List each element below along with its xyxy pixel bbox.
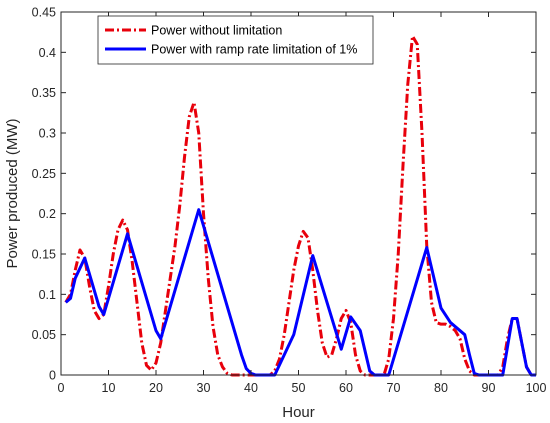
x-tick-label: 0: [58, 381, 65, 395]
y-tick-label: 0.15: [32, 248, 56, 262]
series-line-0: [64, 34, 536, 377]
legend-box: [97, 15, 374, 65]
x-tick-label: 100: [526, 381, 547, 395]
x-tick-label: 20: [149, 381, 163, 395]
x-tick-label: 70: [387, 381, 401, 395]
y-tick-label: 0.35: [32, 86, 56, 100]
legend: Power without limitation Power with ramp…: [97, 15, 374, 65]
y-tick-label: 0.4: [39, 46, 56, 60]
x-tick-label: 90: [482, 381, 496, 395]
y-tick-label: 0.1: [39, 288, 56, 302]
x-tick-label: 10: [102, 381, 116, 395]
x-tick-label: 80: [434, 381, 448, 395]
x-tick-label: 60: [339, 381, 353, 395]
y-tick-label: 0: [49, 369, 56, 383]
x-axis-title: Hour: [282, 404, 315, 421]
x-tick-label: 30: [197, 381, 211, 395]
y-tick-label: 0.2: [39, 207, 56, 221]
x-tick-label: 50: [292, 381, 306, 395]
x-tick-label: 40: [244, 381, 258, 395]
y-axis-title: Power produced (MW): [4, 118, 21, 268]
legend-label-power-with-ramp-rate-limitation: Power with ramp rate limitation of 1%: [151, 43, 357, 57]
y-tick-label: 0.45: [32, 6, 56, 20]
y-tick-label: 0.05: [32, 328, 56, 342]
legend-label-power-without-limitation: Power without limitation: [151, 24, 282, 38]
y-tick-label: 0.25: [32, 167, 56, 181]
ticks-layer: 0 10 20 30 40 50 60 70 80 90 100 0 0.05 0.1 0.15 0.2 0.2…: [32, 6, 547, 396]
y-tick-label: 0.3: [39, 127, 56, 141]
